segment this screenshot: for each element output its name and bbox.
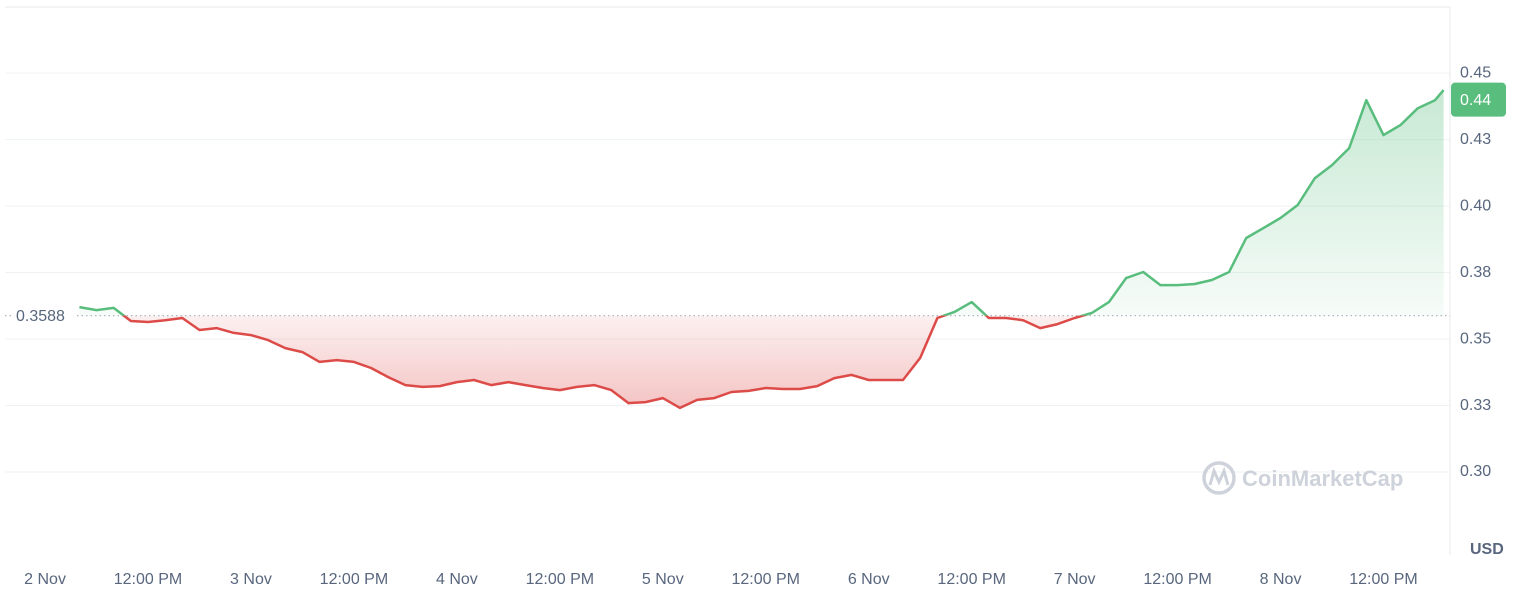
y-tick-label: 0.35 (1460, 330, 1491, 347)
x-tick-label: 5 Nov (642, 571, 684, 588)
baseline-label: 0.3588 (16, 308, 65, 325)
x-tick-label: 12:00 PM (114, 571, 182, 588)
x-tick-label: 12:00 PM (1349, 571, 1417, 588)
watermark-logo-mark (1208, 466, 1230, 486)
y-tick-label: 0.38 (1460, 264, 1491, 281)
x-tick-label: 12:00 PM (320, 571, 388, 588)
x-tick-label: 12:00 PM (732, 571, 800, 588)
x-tick-label: 8 Nov (1260, 571, 1302, 588)
last-price-badge (1451, 82, 1506, 117)
y-tick-label: 0.33 (1460, 397, 1491, 414)
currency-label: USD (1470, 541, 1504, 558)
area-down (123, 315, 1083, 408)
x-tick-label: 12:00 PM (1143, 571, 1211, 588)
watermark-logo (1202, 461, 1236, 495)
y-tick-label: 0.30 (1460, 463, 1491, 480)
x-tick-label: 7 Nov (1054, 571, 1096, 588)
price-line-down (121, 315, 1088, 410)
x-tick-label: 12:00 PM (526, 571, 594, 588)
watermark-text: CoinMarketCap (1242, 466, 1403, 491)
area-up (79, 90, 1444, 316)
y-tick-label: 0.45 (1460, 64, 1491, 81)
x-tick-label: 3 Nov (230, 571, 272, 588)
x-tick-label: 2 Nov (24, 571, 66, 588)
series: 0.3588 0.44 (5, 82, 1506, 410)
x-tick-label: 6 Nov (848, 571, 890, 588)
last-price-label: 0.44 (1460, 92, 1491, 109)
x-tick-label: 4 Nov (436, 571, 478, 588)
x-tick-label: 12:00 PM (937, 571, 1005, 588)
price-line-up (79, 89, 1445, 316)
y-tick-label: 0.40 (1460, 197, 1491, 214)
y-tick-label: 0.43 (1460, 131, 1491, 148)
watermark: CoinMarketCap (1202, 461, 1403, 495)
baseline-label-bg (11, 304, 77, 327)
